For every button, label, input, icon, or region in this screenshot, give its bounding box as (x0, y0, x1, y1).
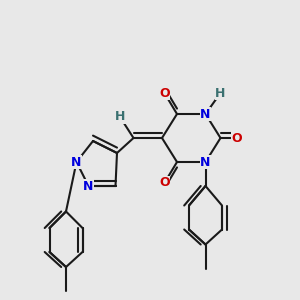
Text: N: N (83, 179, 94, 193)
Text: H: H (115, 110, 125, 124)
Text: N: N (71, 155, 82, 169)
Text: H: H (215, 86, 226, 100)
Text: N: N (200, 155, 211, 169)
Text: N: N (200, 107, 211, 121)
Text: O: O (159, 176, 170, 190)
Text: O: O (159, 86, 170, 100)
Text: O: O (232, 131, 242, 145)
